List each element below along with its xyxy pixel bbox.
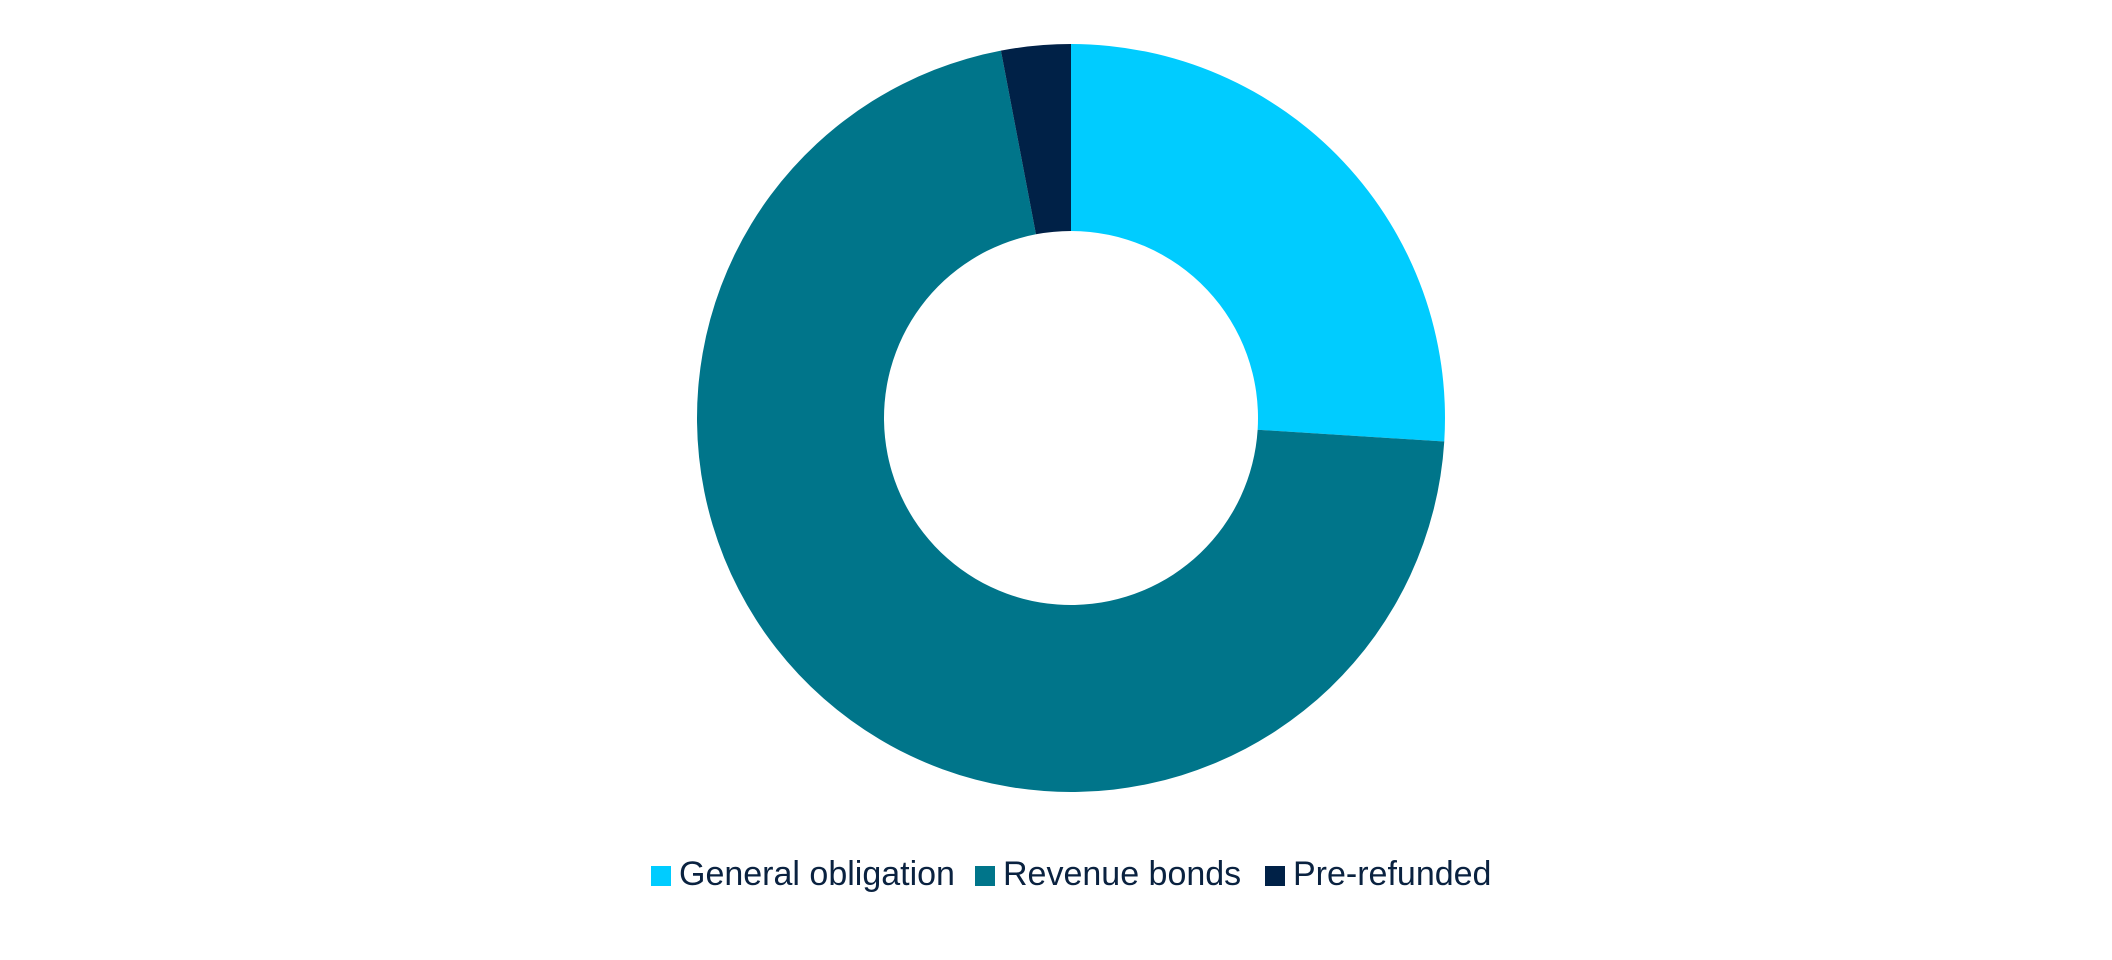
donut-segment [1071, 44, 1445, 442]
donut-segment [697, 50, 1445, 792]
legend-swatch [651, 866, 671, 886]
legend-label: Revenue bonds [1003, 855, 1241, 893]
legend-swatch [1265, 866, 1285, 886]
legend-label: Pre-refunded [1293, 855, 1491, 893]
legend-label: General obligation [679, 855, 955, 893]
donut-segment [1000, 44, 1071, 235]
legend-swatch [975, 866, 995, 886]
